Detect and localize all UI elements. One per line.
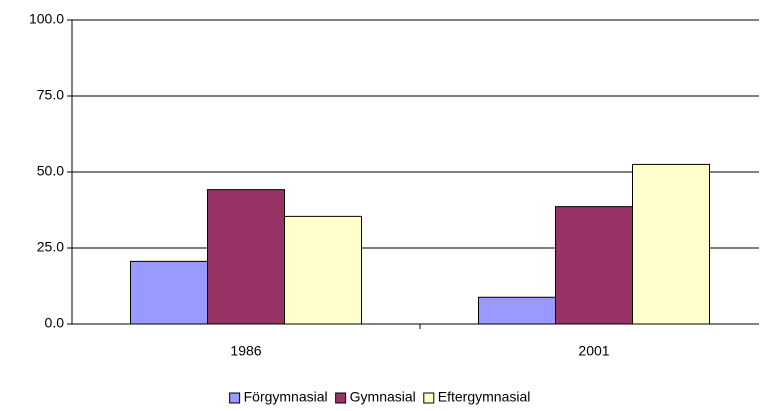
legend-swatch (423, 392, 435, 404)
legend-swatch (335, 392, 347, 404)
y-tick-label: 75.0 (37, 87, 64, 103)
legend-label: Gymnasial (350, 389, 416, 405)
y-tick-label: 0.0 (45, 315, 65, 331)
legend-swatch (229, 392, 241, 404)
x-tick-label: 1986 (230, 343, 261, 359)
legend-label: Förgymnasial (244, 389, 328, 405)
bar (284, 215, 362, 325)
y-tick-label: 100.0 (29, 11, 64, 27)
bar (207, 189, 285, 325)
bar (130, 260, 208, 325)
y-tick-label: 50.0 (37, 163, 64, 179)
x-tick-label: 2001 (578, 343, 609, 359)
legend-label: Eftergymnasial (438, 389, 531, 405)
bar (632, 163, 710, 325)
y-tick-label: 25.0 (37, 239, 64, 255)
bar (478, 296, 556, 325)
bar (555, 206, 633, 325)
